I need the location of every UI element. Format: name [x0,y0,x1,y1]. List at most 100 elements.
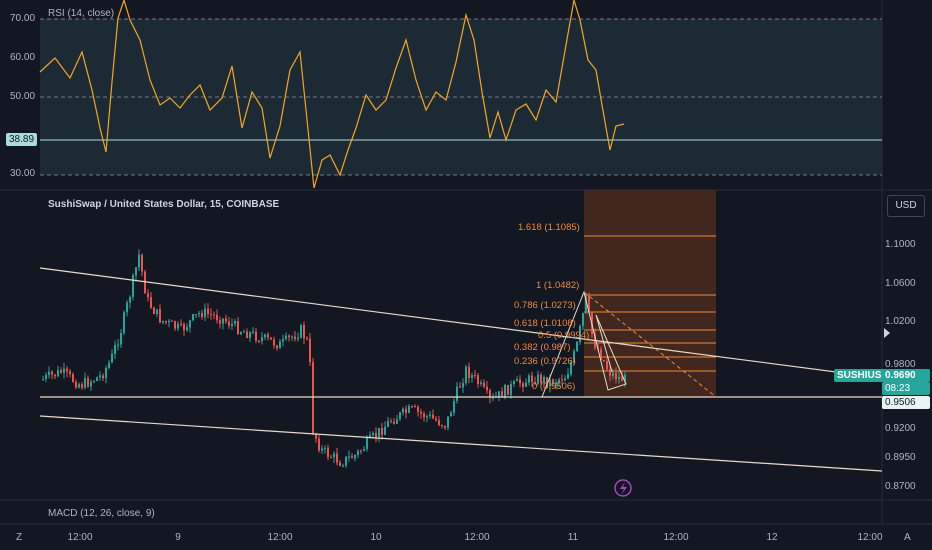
candle-body [93,380,95,382]
candle-body [144,271,146,294]
fib-label: 0.786 (1.0273) [514,300,576,311]
candle-body [174,321,176,329]
candle-body [369,435,371,439]
candle-body [264,334,266,338]
candle-body [492,397,494,399]
candle-body [546,377,548,387]
candle-body [411,406,413,408]
timezone-toggle[interactable]: Z [16,532,23,543]
price-tick: 1.0600 [885,278,916,289]
candle-body [219,320,221,324]
harmonic-pattern[interactable] [541,290,627,398]
candle-body [288,335,290,338]
symbol-title[interactable]: SushiSwap / United States Dollar, 15, CO… [48,199,280,210]
candle-body [447,416,449,428]
candle-body [159,309,161,323]
candle-body [408,406,410,413]
candle-body [135,267,137,276]
candle-body [507,385,509,395]
fib-zone[interactable] [584,190,716,397]
candle-body [528,375,530,383]
rsi-value-badge: 38.89 [6,133,38,146]
candle-body [255,331,257,341]
candle-body [393,421,395,424]
candle-body [186,327,188,331]
time-tick: 12:00 [464,532,490,543]
candle-body [354,455,356,459]
price-tick: 0.9800 [885,359,916,370]
candle-body [594,334,596,348]
candle-body [201,313,203,318]
last-price-badge: 0.9690 [882,369,930,382]
time-tick: 12:00 [663,532,689,543]
candle-body [237,321,239,335]
time-tick: 9 [175,532,181,543]
currency-button[interactable]: USD [887,195,925,217]
candle-body [183,324,185,331]
candle-body [45,374,47,380]
projection-line [583,291,717,398]
candle-body [243,331,245,333]
candle-body [624,374,626,382]
candle-body [153,307,155,314]
candle-body [228,321,230,326]
candle-body [315,433,317,439]
candle-body [432,414,434,419]
candle-body [516,379,518,382]
lightning-icon[interactable] [614,479,632,497]
candle-body [225,318,227,322]
rsi-series-line [39,0,625,189]
candle-body [555,382,557,385]
candle-body [564,378,566,381]
candle-body [582,313,584,327]
fib-label: 1 (1.0482) [536,280,580,291]
rsi-tick-60: 60.00 [10,52,36,63]
candle-body [513,381,515,385]
candle-body [117,344,119,346]
candle-body [48,371,50,375]
candle-body [414,406,416,408]
candle-body [606,361,608,370]
symbol-badge[interactable]: SUSHIUSD [834,369,892,382]
candle-body [120,332,122,345]
candle-body [438,420,440,426]
candle-body [81,384,83,388]
candle-body [336,453,338,463]
candle-body [396,419,398,424]
collapse-arrow-icon[interactable] [884,328,890,338]
price-tick: 1.1000 [885,239,916,250]
candle-body [150,297,152,308]
candle-body [342,465,344,467]
candle-body [303,325,305,339]
candle-body [585,296,587,314]
candle-body [450,412,452,417]
candle-body [294,336,296,340]
upper-trendline[interactable] [39,267,883,379]
candle-body [72,374,74,382]
candle-body [258,340,260,342]
candle-body [261,337,263,342]
candle-body [549,379,551,387]
lower-trendline[interactable] [39,415,883,472]
auto-scale-toggle[interactable]: A [904,532,911,543]
candle-body [177,323,179,329]
candle-body [84,378,86,388]
rsi-tick-30: 30.00 [10,168,36,179]
bar-countdown: 08:23 [882,382,930,395]
candle-body [552,379,554,385]
candle-body [192,314,194,321]
candle-body [102,375,104,379]
candle-body [240,332,242,335]
candle-body [600,349,602,360]
candle-body [132,275,134,297]
candle-body [276,345,278,349]
candle-body [222,318,224,324]
candle-body [357,450,359,456]
candle-body [456,386,458,401]
candle-body [477,375,479,385]
candle-body [363,448,365,451]
time-tick: 10 [370,532,382,543]
candle-body [444,425,446,428]
